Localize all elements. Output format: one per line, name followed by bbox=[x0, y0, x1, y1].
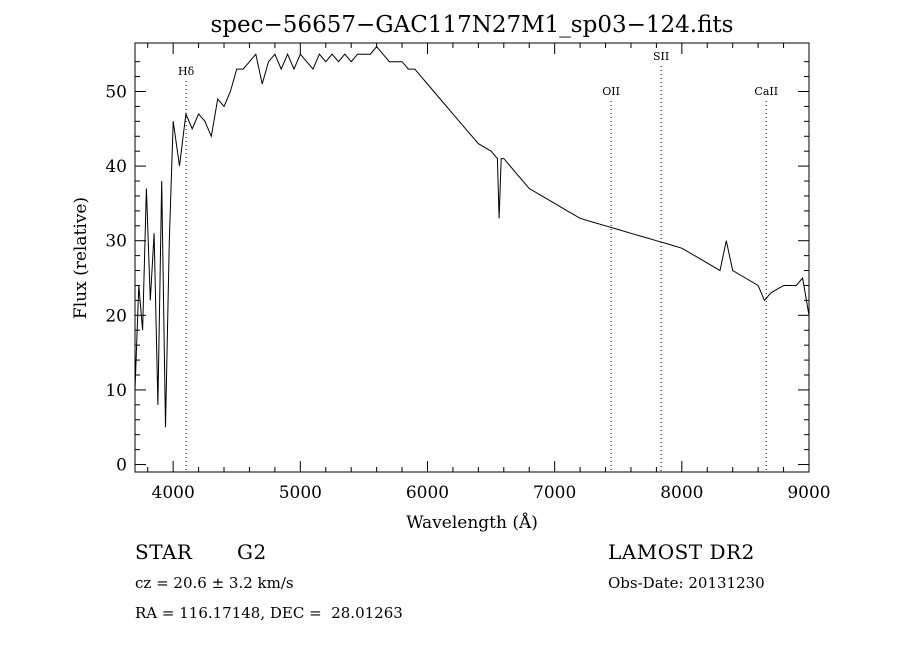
y-tick-label: 50 bbox=[105, 82, 127, 102]
spectral-line-label: Hδ bbox=[178, 65, 195, 78]
object-subclass: G2 bbox=[237, 540, 267, 564]
y-axis-label: Flux (relative) bbox=[71, 197, 91, 319]
x-tick-label: 4000 bbox=[152, 483, 195, 503]
x-tick-label: 7000 bbox=[533, 483, 576, 503]
object-class: STAR bbox=[135, 540, 193, 564]
spectral-line-label: OII bbox=[602, 85, 620, 98]
y-tick-label: 20 bbox=[105, 306, 127, 326]
x-axis-label: Wavelength (Å) bbox=[406, 512, 538, 533]
y-tick-label: 30 bbox=[105, 232, 127, 252]
chart-title: spec−56657−GAC117N27M1_sp03−124.fits bbox=[211, 12, 734, 38]
x-tick-label: 8000 bbox=[660, 483, 703, 503]
plot-frame bbox=[134, 42, 810, 473]
y-tick-label: 0 bbox=[116, 456, 127, 476]
coordinates-text: RA = 116.17148, DEC = 28.01263 bbox=[135, 604, 403, 622]
spectral-line-markers: Hδ OII SII CaII bbox=[178, 50, 778, 472]
redshift-text: cz = 20.6 ± 3.2 km/s bbox=[135, 574, 294, 592]
spectrum-chart: spec−56657−GAC117N27M1_sp03−124.fits 0 10… bbox=[71, 12, 831, 533]
survey-label: LAMOST DR2 bbox=[608, 540, 755, 564]
spectral-line-label: SII bbox=[653, 50, 669, 63]
x-tick-label: 9000 bbox=[787, 483, 830, 503]
spectrum-line bbox=[134, 45, 810, 428]
y-tick-label: 40 bbox=[105, 157, 127, 177]
obs-date-text: Obs-Date: 20131230 bbox=[608, 574, 765, 592]
x-tick-label: 6000 bbox=[406, 483, 449, 503]
spectral-line-label: CaII bbox=[754, 85, 778, 98]
y-axis: 0 10 20 30 40 50 bbox=[105, 61, 809, 476]
x-tick-label: 5000 bbox=[279, 483, 322, 503]
x-axis: 4000 5000 6000 7000 8000 9000 bbox=[147, 43, 831, 503]
y-tick-label: 10 bbox=[105, 381, 127, 401]
